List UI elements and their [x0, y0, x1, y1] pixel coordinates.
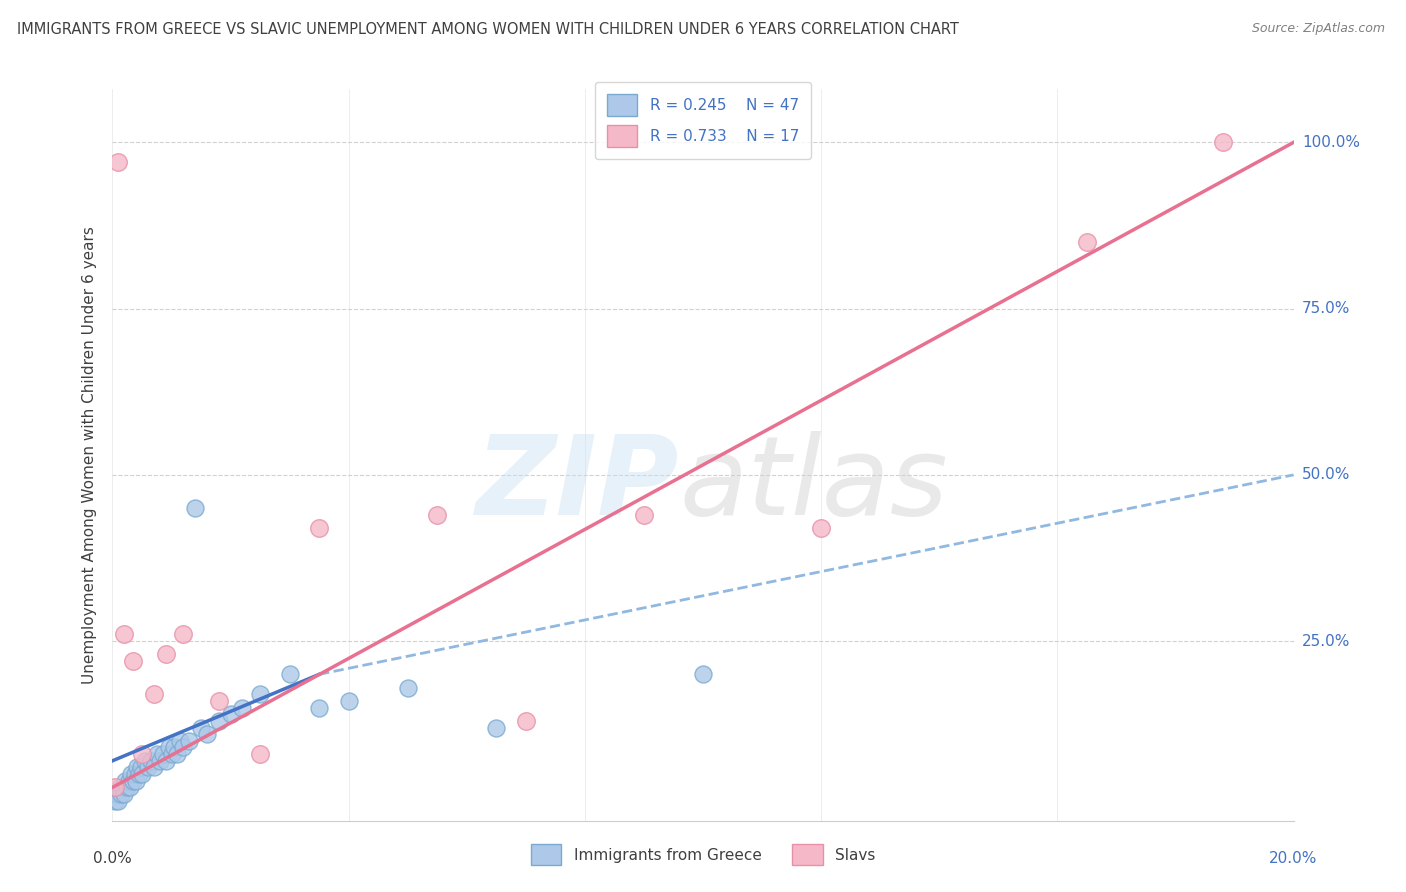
- Point: [152, 747, 174, 761]
- Point: [127, 760, 149, 774]
- Point: [104, 780, 127, 795]
- Point: [108, 780, 131, 795]
- Text: 100.0%: 100.0%: [1302, 135, 1360, 150]
- Point: [118, 773, 141, 788]
- Point: [142, 687, 165, 701]
- Point: [231, 700, 253, 714]
- Point: [692, 667, 714, 681]
- Point: [155, 754, 177, 768]
- Text: 0.0%: 0.0%: [93, 851, 132, 866]
- Point: [124, 767, 146, 781]
- Text: 75.0%: 75.0%: [1302, 301, 1350, 316]
- Point: [1076, 235, 1098, 249]
- Point: [112, 787, 135, 801]
- Point: [249, 687, 271, 701]
- Point: [160, 747, 183, 761]
- Point: [107, 794, 129, 808]
- Point: [134, 754, 156, 768]
- Point: [184, 501, 207, 516]
- Point: [396, 681, 419, 695]
- Point: [149, 754, 172, 768]
- Point: [308, 700, 330, 714]
- Point: [131, 747, 153, 761]
- Point: [278, 667, 301, 681]
- Point: [219, 707, 242, 722]
- Point: [515, 714, 537, 728]
- Point: [110, 787, 132, 801]
- Point: [179, 734, 201, 748]
- Point: [146, 747, 169, 761]
- Point: [112, 780, 135, 795]
- Point: [810, 521, 832, 535]
- Point: [139, 754, 162, 768]
- Point: [107, 155, 129, 169]
- Y-axis label: Unemployment Among Women with Children Under 6 years: Unemployment Among Women with Children U…: [82, 226, 97, 684]
- Point: [120, 767, 142, 781]
- Point: [1212, 136, 1234, 150]
- Text: IMMIGRANTS FROM GREECE VS SLAVIC UNEMPLOYMENT AMONG WOMEN WITH CHILDREN UNDER 6 : IMMIGRANTS FROM GREECE VS SLAVIC UNEMPLO…: [17, 22, 959, 37]
- Point: [136, 760, 159, 774]
- Point: [633, 508, 655, 522]
- Point: [163, 740, 186, 755]
- Point: [195, 727, 218, 741]
- Point: [485, 721, 508, 735]
- Point: [114, 773, 136, 788]
- Point: [169, 734, 191, 748]
- Point: [190, 721, 212, 735]
- Point: [122, 654, 145, 668]
- Point: [122, 773, 145, 788]
- Legend: Immigrants from Greece, Slavs: Immigrants from Greece, Slavs: [524, 838, 882, 871]
- Text: 50.0%: 50.0%: [1302, 467, 1350, 483]
- Point: [208, 694, 231, 708]
- Point: [125, 773, 148, 788]
- Point: [120, 780, 142, 795]
- Point: [105, 787, 128, 801]
- Point: [308, 521, 330, 535]
- Text: atlas: atlas: [679, 431, 948, 538]
- Point: [117, 780, 138, 795]
- Text: 25.0%: 25.0%: [1302, 633, 1350, 648]
- Point: [172, 740, 194, 755]
- Point: [157, 740, 180, 755]
- Point: [166, 747, 188, 761]
- Point: [208, 714, 231, 728]
- Point: [104, 794, 127, 808]
- Point: [131, 767, 153, 781]
- Point: [426, 508, 449, 522]
- Point: [337, 694, 360, 708]
- Text: ZIP: ZIP: [475, 431, 679, 538]
- Point: [128, 767, 150, 781]
- Text: 20.0%: 20.0%: [1270, 851, 1317, 866]
- Point: [155, 648, 177, 662]
- Point: [129, 760, 152, 774]
- Point: [172, 627, 194, 641]
- Point: [112, 627, 135, 641]
- Point: [249, 747, 271, 761]
- Point: [142, 760, 165, 774]
- Text: Source: ZipAtlas.com: Source: ZipAtlas.com: [1251, 22, 1385, 36]
